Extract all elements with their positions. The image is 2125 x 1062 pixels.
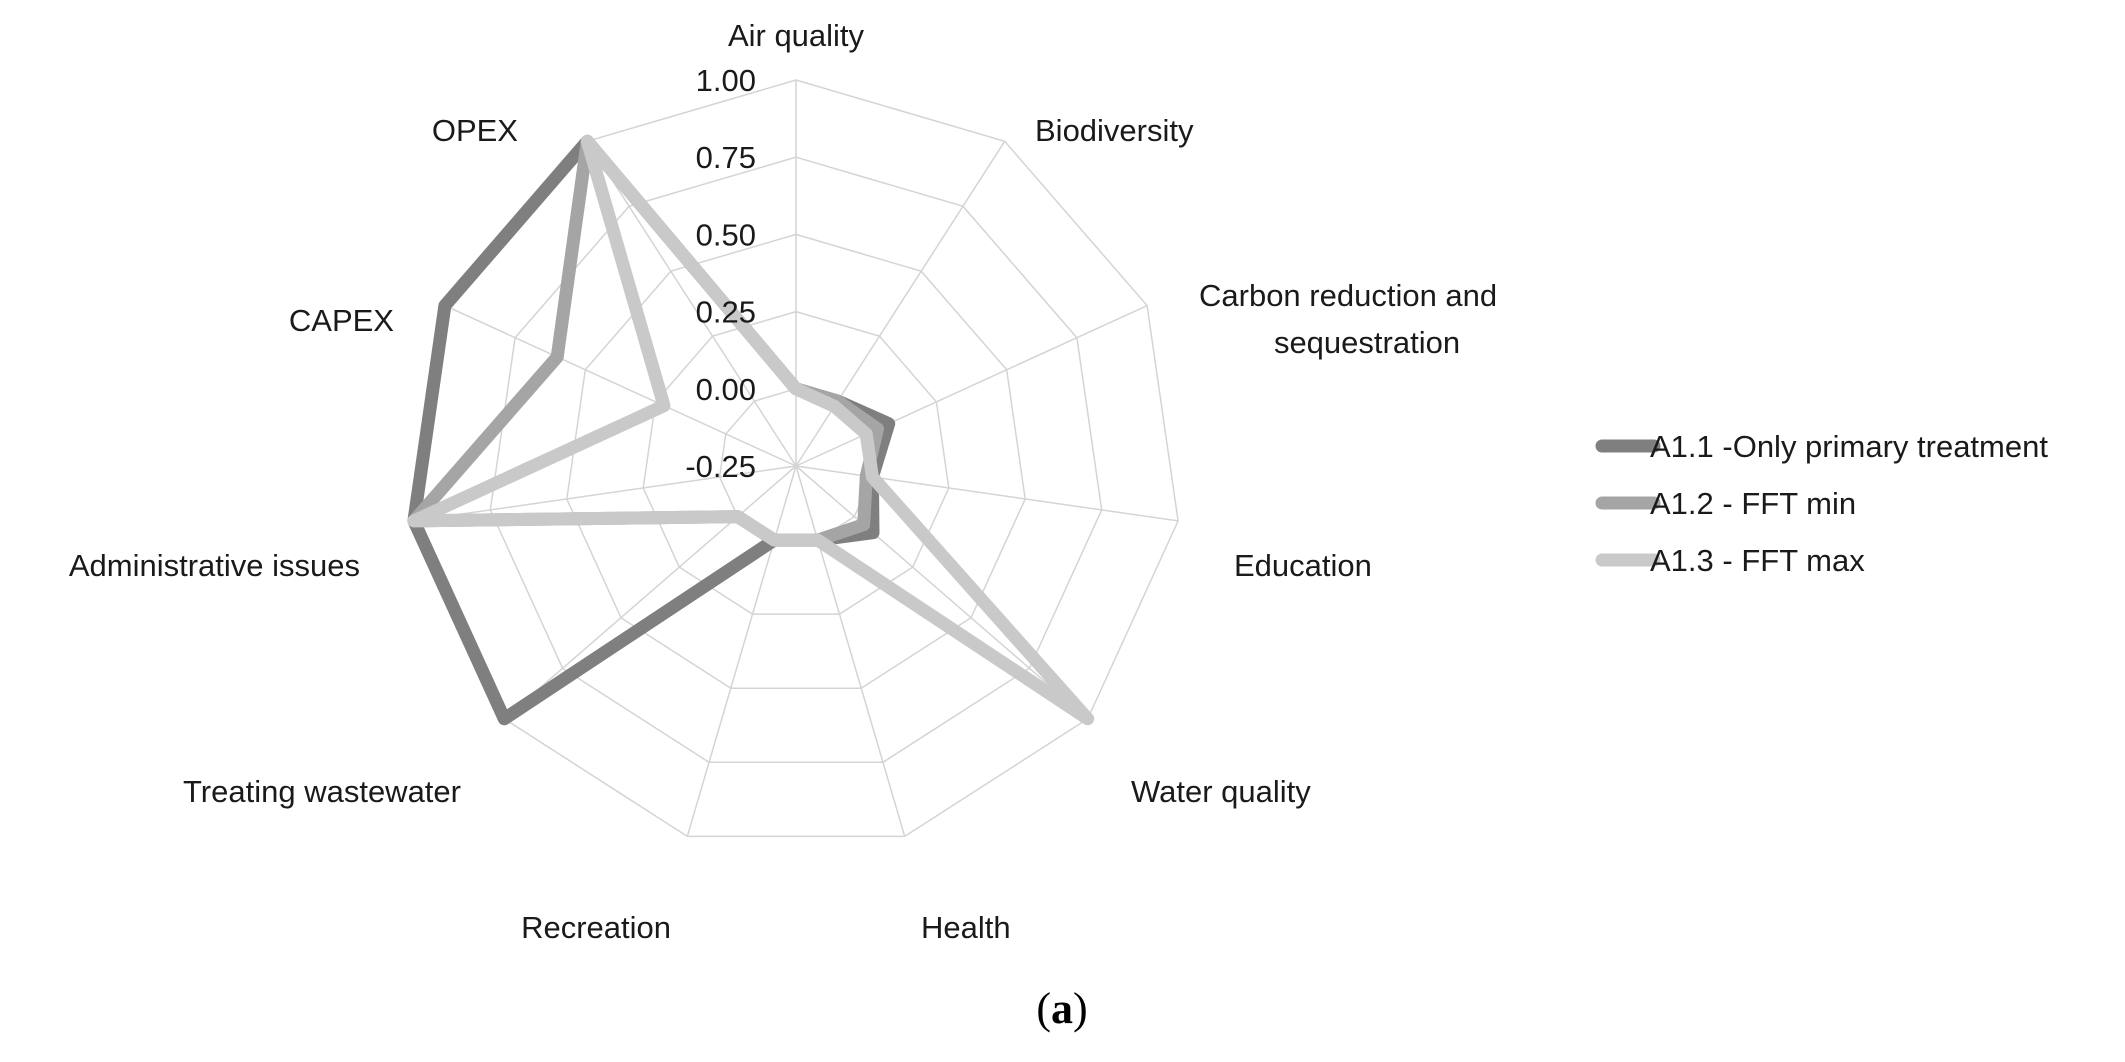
radar-grid [413, 79, 1179, 838]
caption-close: ) [1073, 984, 1088, 1033]
axis-label-capex: CAPEX [289, 303, 394, 338]
legend-label-3: A1.3 - FFT max [1650, 543, 1865, 578]
tick-label: 0.25 [696, 295, 756, 330]
caption-open: ( [1036, 984, 1051, 1033]
spoke-capex [444, 304, 797, 467]
axis-label-opex: OPEX [432, 113, 518, 148]
figure-caption: (a) [1036, 984, 1087, 1033]
tick-label: 0.75 [696, 140, 756, 175]
grid-ring [566, 233, 1026, 689]
tick-label: -0.25 [685, 449, 756, 484]
axis-label-treating-wastewater: Treating wastewater [183, 774, 461, 809]
axis-label-carbon-reduction-and-sequestration: Carbon reduction and sequestration [1199, 278, 1497, 360]
tick-label: 1.00 [696, 63, 756, 98]
legend: A1.1 -Only primary treatment A1.2 - FFT m… [1595, 429, 2048, 578]
legend-label-1: A1.1 -Only primary treatment [1650, 429, 2048, 464]
tick-label: 0.50 [696, 217, 756, 252]
axis-label-water-quality: Water quality [1131, 774, 1311, 809]
legend-label-2: A1.2 - FFT min [1650, 486, 1856, 521]
spoke-education [795, 465, 1179, 522]
grid-ring [489, 156, 1103, 764]
axis-label-recreation: Recreation [521, 910, 671, 945]
axis-label-air-quality: Air quality [728, 18, 865, 53]
axis-labels: Air quality Biodiversity Carbon reduction … [69, 18, 1497, 945]
axis-label-health: Health [921, 910, 1011, 945]
caption-letter: a [1051, 984, 1073, 1033]
spoke-treating-wastewater [503, 465, 797, 720]
axis-label-biodiversity: Biodiversity [1035, 113, 1194, 148]
spoke-carbon-reduction-and-sequestration [795, 304, 1148, 467]
spoke-opex [586, 140, 797, 467]
radar-series [407, 134, 1095, 726]
spoke-water-quality [795, 465, 1089, 720]
axis-label-education: Education [1234, 548, 1372, 583]
spoke-recreation [686, 465, 797, 837]
axis-label-administrative-issues: Administrative issues [69, 548, 360, 583]
spoke-biodiversity [795, 140, 1006, 467]
radial-tick-labels: -0.25 0.00 0.25 0.50 0.75 1.00 [685, 63, 756, 484]
tick-label: 0.00 [696, 372, 756, 407]
spoke-administrative-issues [413, 465, 797, 522]
spoke-health [795, 465, 906, 837]
series-3-line [407, 134, 1095, 726]
